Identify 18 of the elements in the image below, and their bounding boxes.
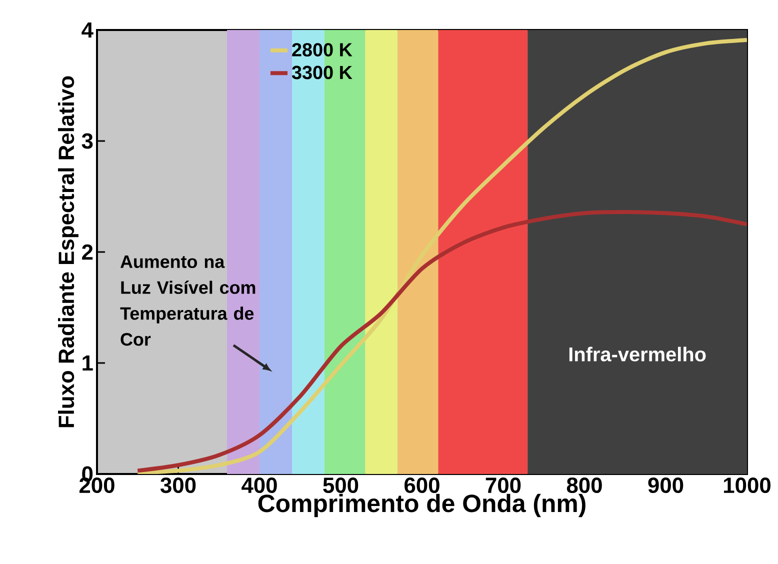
x-tick-label: 900 — [648, 478, 684, 494]
x-tick-label: 400 — [242, 478, 277, 494]
y-tick-label: 2 — [82, 244, 93, 260]
band-label: Infra-vermelho — [569, 346, 706, 362]
annotation: Aumento na Luz Visível com Temperatura de Cor — [120, 256, 256, 346]
x-tick-label: 500 — [323, 478, 358, 494]
x-tick-label: 800 — [566, 478, 602, 494]
x-tick-label: 1000 — [724, 478, 770, 494]
legend-label: 3300 K — [292, 66, 352, 80]
x-tick-label: 600 — [404, 478, 440, 494]
y-axis-title: Fluxo Radiante Espectral Relativo — [58, 76, 78, 428]
x-tick-label: 300 — [160, 478, 196, 494]
x-axis-title: Comprimento de Onda (nm) — [258, 494, 586, 518]
legend-label: 2800 K — [292, 43, 352, 56]
y-tick-label: 1 — [82, 355, 93, 371]
y-tick-label: 3 — [82, 133, 93, 149]
x-tick-label: 700 — [486, 478, 521, 494]
y-tick-label: 4 — [82, 22, 94, 38]
